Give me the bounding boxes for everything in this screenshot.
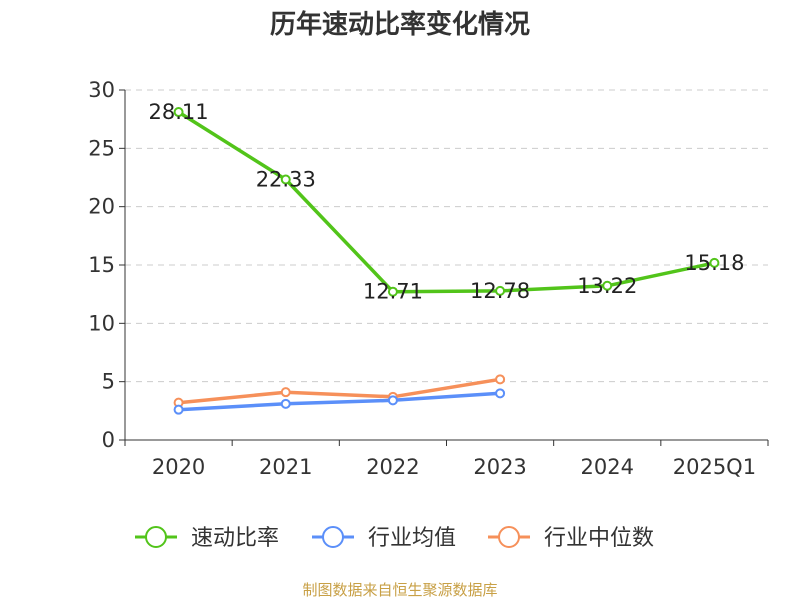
data-point bbox=[495, 285, 506, 296]
data-label: 13.22 bbox=[577, 274, 637, 298]
x-tick-label: 2022 bbox=[366, 455, 419, 479]
chart-title: 历年速动比率变化情况 bbox=[270, 9, 530, 40]
legend-marker bbox=[498, 526, 520, 548]
data-point bbox=[495, 388, 506, 399]
legend-label: 速动比率 bbox=[191, 526, 279, 551]
series-group bbox=[173, 107, 720, 415]
source-note: 制图数据来自恒生聚源数据库 bbox=[302, 581, 497, 599]
grid bbox=[125, 89, 768, 383]
y-tick-label: 20 bbox=[88, 195, 115, 219]
series-line-2 bbox=[176, 391, 502, 412]
data-point bbox=[387, 286, 398, 297]
x-tick-label: 2025Q1 bbox=[673, 455, 756, 479]
y-tick-label: 10 bbox=[88, 311, 115, 335]
legend-label: 行业均值 bbox=[368, 526, 456, 551]
series-line-3 bbox=[176, 377, 502, 405]
data-point bbox=[495, 374, 506, 385]
x-tick-label: 2020 bbox=[152, 455, 205, 479]
data-label: 15.18 bbox=[684, 251, 744, 275]
y-tick-label: 15 bbox=[88, 253, 115, 277]
data-point bbox=[173, 404, 184, 415]
data-point bbox=[387, 395, 398, 406]
data-point bbox=[602, 280, 613, 291]
x-tick-label: 2021 bbox=[259, 455, 312, 479]
x-tick-label: 2024 bbox=[581, 455, 634, 479]
data-label: 22.33 bbox=[256, 167, 316, 191]
axes: 0 5 10 15 20 25 30 2020 2021 2022 2023 2024 2025Q1 bbox=[88, 78, 769, 479]
data-point bbox=[280, 174, 291, 185]
data-point bbox=[173, 107, 184, 118]
x-tick-label: 2023 bbox=[473, 455, 526, 479]
legend-marker bbox=[322, 526, 344, 548]
data-point bbox=[709, 257, 720, 268]
y-tick-label: 0 bbox=[102, 428, 115, 452]
y-tick-label: 5 bbox=[102, 370, 115, 394]
data-labels: 28.11 22.33 12.71 12.78 13.22 15.18 bbox=[149, 100, 745, 304]
legend-label: 行业中位数 bbox=[544, 526, 654, 551]
series-line-1 bbox=[176, 110, 717, 294]
y-tick-label: 25 bbox=[88, 136, 115, 160]
y-tick-label: 30 bbox=[88, 78, 115, 102]
data-label: 12.78 bbox=[470, 279, 530, 303]
data-label: 28.11 bbox=[149, 100, 209, 124]
legend-marker bbox=[145, 526, 167, 548]
legend: 速动比率 行业均值 行业中位数 bbox=[135, 526, 654, 551]
data-point bbox=[280, 387, 291, 398]
data-point bbox=[280, 398, 291, 409]
data-label: 12.71 bbox=[363, 280, 423, 304]
